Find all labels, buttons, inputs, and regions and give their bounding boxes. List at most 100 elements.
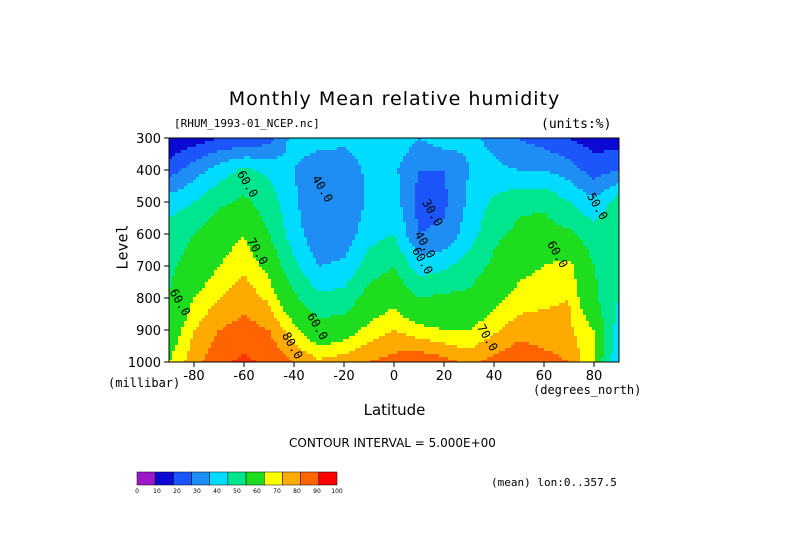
contour-cell [223,150,227,154]
contour-cell [193,141,197,145]
contour-cell [307,258,311,262]
contour-cell [334,195,338,199]
contour-cell [313,174,317,178]
contour-cell [214,288,218,292]
contour-cell [334,264,338,268]
contour-cell [355,177,359,181]
contour-cell [331,267,335,271]
contour-cell [211,339,215,343]
contour-cell [298,156,302,160]
contour-cell [352,147,356,151]
contour-cell [196,300,200,304]
contour-cell [364,276,368,280]
contour-cell [250,216,254,220]
contour-cell [238,240,242,244]
contour-cell [349,342,353,346]
contour-cell [256,198,260,202]
contour-cell [331,174,335,178]
contour-cell [355,345,359,349]
contour-cell [175,219,179,223]
contour-cell [214,345,218,349]
contour-cell [343,312,347,316]
contour-cell [286,261,290,265]
contour-cell [208,144,212,148]
contour-cell [271,285,275,289]
contour-cell [214,144,218,148]
contour-cell [244,234,248,238]
contour-cell [316,183,320,187]
contour-cell [346,327,350,331]
contour-cell [175,282,179,286]
contour-cell [211,303,215,307]
contour-cell [337,141,341,145]
contour-cell [304,279,308,283]
contour-cell [295,291,299,295]
contour-cell [187,336,191,340]
contour-cell [337,174,341,178]
contour-cell [181,348,185,352]
contour-cell [175,324,179,328]
contour-cell [172,210,176,214]
contour-cell [169,333,173,337]
contour-cell [193,234,197,238]
contour-cell [190,279,194,283]
contour-cell [250,156,254,160]
contour-cell [190,141,194,145]
contour-cell [220,342,224,346]
contour-cell [358,267,362,271]
contour-cell [277,162,281,166]
contour-cell [193,336,197,340]
contour-cell [193,168,197,172]
contour-cell [316,177,320,181]
contour-cell [205,213,209,217]
contour-cell [214,204,218,208]
contour-cell [229,279,233,283]
contour-cell [199,357,203,361]
contour-cell [298,336,302,340]
contour-cell [175,267,179,271]
contour-cell [328,180,332,184]
contour-cell [256,333,260,337]
contour-cell [253,162,257,166]
contour-cell [310,147,314,151]
contour-cell [334,309,338,313]
contour-cell [232,315,236,319]
contour-cell [256,348,260,352]
contour-cell [259,159,263,163]
contour-cell [232,294,236,298]
contour-cell [301,216,305,220]
contour-cell [298,243,302,247]
contour-cell [247,195,251,199]
contour-cell [340,258,344,262]
contour-cell [247,342,251,346]
contour-cell [268,312,272,316]
contour-cell [244,357,248,361]
contour-cell [244,216,248,220]
contour-cell [205,195,209,199]
contour-cell [334,246,338,250]
contour-cell [340,291,344,295]
contour-cell [196,168,200,172]
contour-cell [205,174,209,178]
contour-cell [355,348,359,352]
contour-cell [226,210,230,214]
contour-cell [295,156,299,160]
source-file-label: [RHUM_1993-01_NCEP.nc] [174,117,320,130]
contour-cell [328,339,332,343]
contour-cell [364,141,368,145]
contour-cell [199,213,203,217]
contour-cell [169,150,173,154]
contour-cell [289,276,293,280]
contour-cell [181,312,185,316]
contour-cell [292,282,296,286]
contour-cell [271,270,275,274]
contour-cell [169,237,173,241]
contour-cell [271,261,275,265]
contour-cell [247,252,251,256]
contour-cell [202,270,206,274]
contour-cell [184,267,188,271]
contour-cell [214,252,218,256]
contour-cell [322,195,326,199]
contour-cell [304,219,308,223]
contour-cell [268,144,272,148]
